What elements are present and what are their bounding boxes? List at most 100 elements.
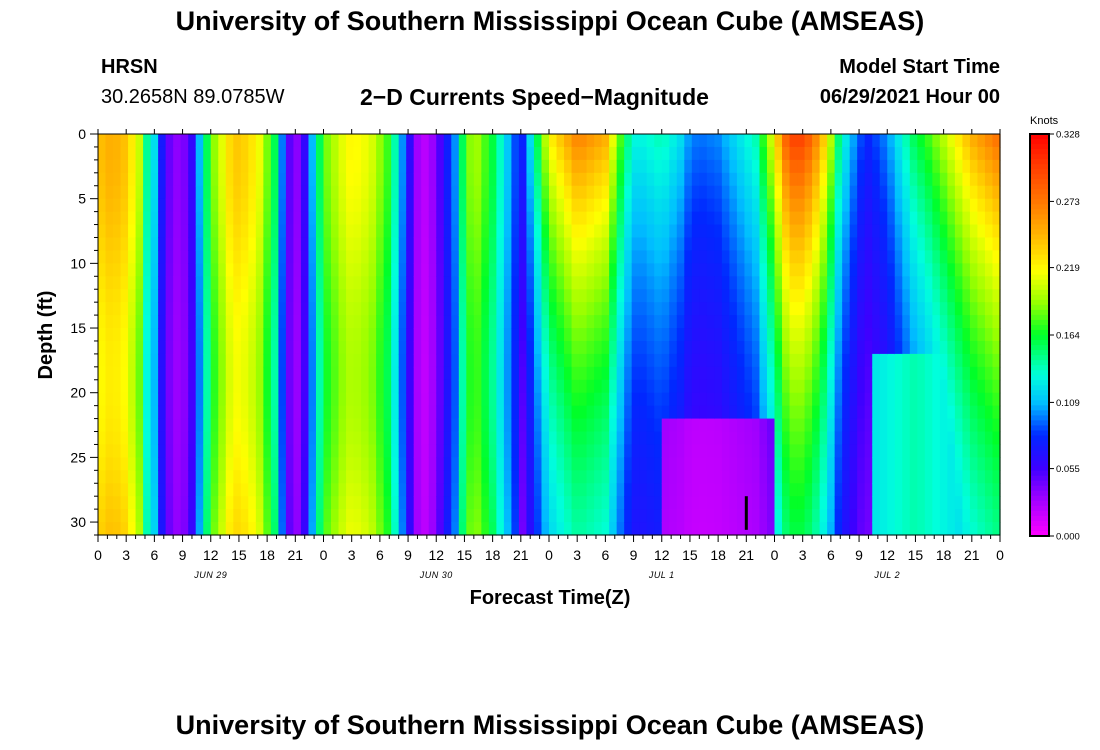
heatmap-cell bbox=[759, 302, 768, 316]
heatmap-cell bbox=[105, 146, 114, 161]
heatmap-cell bbox=[609, 405, 618, 420]
heatmap-cell bbox=[774, 172, 783, 187]
heatmap-cell bbox=[639, 457, 648, 471]
heatmap-cell bbox=[639, 224, 648, 239]
heatmap-cell bbox=[391, 146, 400, 161]
heatmap-cell bbox=[120, 522, 129, 536]
heatmap-cell bbox=[248, 302, 257, 316]
heatmap-cell bbox=[466, 379, 475, 394]
heatmap-cell bbox=[278, 444, 287, 458]
heatmap-cell bbox=[639, 509, 648, 523]
heatmap-cell bbox=[398, 366, 407, 381]
heatmap-cell bbox=[240, 392, 249, 407]
heatmap-cell bbox=[977, 328, 986, 342]
heatmap-cell bbox=[218, 418, 227, 433]
heatmap-cell bbox=[308, 405, 317, 420]
heatmap-cell bbox=[969, 379, 979, 394]
heatmap-cell bbox=[413, 457, 422, 471]
heatmap-cell bbox=[383, 224, 392, 239]
heatmap-cell bbox=[533, 418, 543, 433]
heatmap-cell bbox=[902, 302, 911, 316]
heatmap-cell bbox=[879, 134, 888, 148]
heatmap-cell bbox=[428, 379, 437, 394]
heatmap-cell bbox=[173, 353, 182, 368]
heatmap-cell bbox=[797, 353, 806, 368]
heatmap-cell bbox=[120, 263, 129, 277]
heatmap-cell bbox=[210, 496, 219, 510]
heatmap-cell bbox=[353, 522, 362, 536]
heatmap-cell bbox=[917, 315, 926, 329]
heatmap-cell bbox=[939, 392, 948, 407]
heatmap-cell bbox=[556, 315, 565, 329]
heatmap-cell bbox=[518, 392, 528, 407]
heatmap-cell bbox=[766, 418, 776, 433]
heatmap-cell bbox=[165, 250, 174, 264]
heatmap-cell bbox=[361, 185, 370, 200]
heatmap-cell bbox=[721, 392, 730, 407]
heatmap-cell bbox=[436, 224, 445, 239]
heatmap-cell bbox=[391, 198, 400, 213]
heatmap-cell bbox=[466, 444, 475, 458]
heatmap-cell bbox=[984, 431, 994, 446]
heatmap-cell bbox=[706, 444, 715, 458]
heatmap-cell bbox=[759, 418, 768, 433]
heatmap-cell bbox=[609, 444, 618, 458]
heatmap-cell bbox=[684, 418, 693, 433]
heatmap-cell bbox=[451, 185, 460, 200]
heatmap-cell bbox=[503, 276, 513, 290]
heatmap-cell bbox=[842, 392, 851, 407]
heatmap-cell bbox=[443, 302, 452, 316]
heatmap-cell bbox=[924, 185, 933, 200]
heatmap-cell bbox=[639, 418, 648, 433]
heatmap-cell bbox=[887, 379, 896, 394]
heatmap-cell bbox=[751, 276, 761, 290]
heatmap-cell bbox=[120, 237, 129, 252]
heatmap-cell bbox=[361, 496, 370, 510]
heatmap-cell bbox=[503, 444, 513, 458]
heatmap-cell bbox=[932, 457, 941, 471]
heatmap-cell bbox=[300, 483, 310, 497]
heatmap-cell bbox=[353, 328, 362, 342]
heatmap-cell bbox=[646, 340, 655, 355]
heatmap-cell bbox=[721, 509, 730, 523]
heatmap-cell bbox=[947, 496, 956, 510]
heatmap-cell bbox=[188, 457, 197, 471]
heatmap-cell bbox=[353, 185, 362, 200]
heatmap-cell bbox=[812, 198, 821, 213]
heatmap-cell bbox=[473, 366, 482, 381]
heatmap-cell bbox=[263, 496, 272, 510]
heatmap-cell bbox=[616, 470, 625, 484]
heatmap-cell bbox=[188, 211, 197, 226]
heatmap-cell bbox=[218, 340, 227, 355]
heatmap-cell bbox=[616, 483, 625, 497]
heatmap-cell bbox=[879, 483, 888, 497]
heatmap-cell bbox=[518, 146, 528, 161]
heatmap-cell bbox=[98, 328, 107, 342]
heatmap-cell bbox=[391, 353, 400, 368]
heatmap-cell bbox=[804, 444, 813, 458]
heatmap-cell bbox=[443, 146, 452, 161]
heatmap-cell bbox=[917, 276, 926, 290]
heatmap-cell bbox=[744, 289, 753, 303]
heatmap-cell bbox=[691, 172, 700, 187]
heatmap-cell bbox=[616, 405, 625, 420]
heatmap-cell bbox=[210, 522, 219, 536]
heatmap-cell bbox=[451, 263, 460, 277]
heatmap-cell bbox=[248, 418, 257, 433]
heatmap-cell bbox=[188, 134, 197, 148]
heatmap-cell bbox=[376, 237, 385, 252]
heatmap-cell bbox=[173, 134, 182, 148]
heatmap-cell bbox=[556, 405, 565, 420]
heatmap-cell bbox=[729, 483, 738, 497]
heatmap-cell bbox=[98, 159, 107, 174]
heatmap-cell bbox=[451, 431, 460, 446]
heatmap-cell bbox=[909, 159, 918, 174]
heatmap-cell bbox=[210, 328, 219, 342]
colorbar-segment bbox=[1030, 154, 1049, 160]
heatmap-cell bbox=[105, 470, 114, 484]
heatmap-cell bbox=[601, 418, 610, 433]
heatmap-cell bbox=[924, 263, 933, 277]
heatmap-cell bbox=[894, 263, 903, 277]
heatmap-cell bbox=[812, 483, 821, 497]
heatmap-cell bbox=[466, 146, 475, 161]
